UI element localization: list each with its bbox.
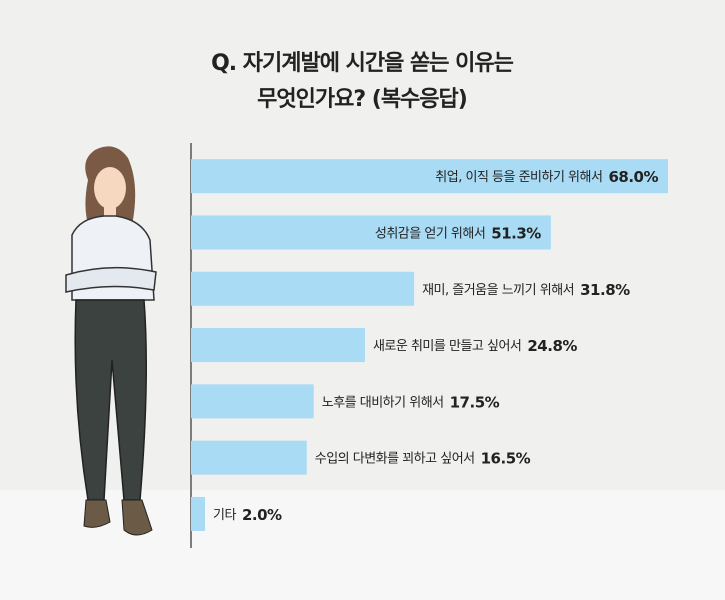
background-bottom [0,490,725,600]
category-label: 재미, 즐거움을 느끼기 위해서 [422,282,574,297]
bar [191,215,551,250]
bar-label: 노후를 대비하기 위해서 17.5% [322,393,500,411]
bar-label: 성취감을 얻기 위해서 51.3% [375,224,541,242]
value-label: 2.0% [242,505,282,523]
bar-label: 새로운 취미를 만들고 싶어서 24.8% [373,337,577,355]
illustration [65,146,157,536]
category-label: 취업, 이직 등을 준비하기 위해서 [435,170,602,185]
bar [191,384,314,419]
bar [191,440,307,475]
value-label: 51.3% [491,224,541,242]
bar [191,271,415,306]
bar-label: 수입의 다변화를 꾀하고 싶어서 16.5% [315,449,531,467]
category-label: 노후를 대비하기 위해서 [322,395,444,410]
category-label: 기타 [213,507,236,522]
bar [191,496,206,531]
value-label: 16.5% [481,449,531,467]
value-label: 17.5% [450,393,500,411]
category-label: 수입의 다변화를 꾀하고 싶어서 [315,451,475,466]
chart-title: Q. 자기계발에 시간을 쏟는 이유는 [211,51,514,76]
value-label: 68.0% [608,168,658,186]
chart-title: 무엇인가요? (복수응답) [257,87,467,112]
category-label: 새로운 취미를 만들고 싶어서 [373,339,521,354]
bar-label: 기타 2.0% [213,505,282,523]
value-label: 24.8% [527,337,577,355]
bar-label: 재미, 즐거움을 느끼기 위해서 31.8% [422,280,630,298]
bar-label: 취업, 이직 등을 준비하기 위해서 68.0% [435,168,658,186]
bar [191,159,668,194]
bar [191,328,365,363]
value-label: 31.8% [580,280,630,298]
category-label: 성취감을 얻기 위해서 [375,226,485,241]
